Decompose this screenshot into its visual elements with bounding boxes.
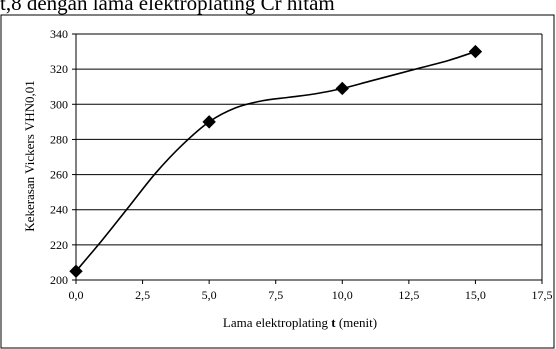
y-tick-label: 300 <box>50 97 68 111</box>
y-tick-label: 240 <box>50 203 68 217</box>
axes-layer <box>72 33 543 284</box>
data-point-marker <box>335 81 349 96</box>
x-axis-label: Lama elektroplating t (menit) <box>223 315 377 330</box>
y-tick-label: 340 <box>50 27 68 41</box>
data-point-marker <box>69 264 83 278</box>
grid-layer <box>76 33 542 246</box>
y-tick-label: 280 <box>50 132 68 146</box>
data-point-marker <box>468 44 483 59</box>
x-tick-label: 7,5 <box>268 288 283 302</box>
x-tick-label: 0,0 <box>69 288 84 302</box>
x-tick-label: 17,5 <box>532 288 553 302</box>
chart-frame <box>0 14 555 349</box>
y-tick-label: 320 <box>50 62 68 76</box>
x-tick-label: 5,0 <box>202 288 217 302</box>
y-tick-label: 220 <box>50 238 68 252</box>
data-point-marker <box>202 115 216 129</box>
series-line <box>75 50 476 272</box>
x-tick-label: 10,0 <box>332 288 353 302</box>
x-tick-label: 2,5 <box>135 288 150 302</box>
series-layer <box>69 44 483 278</box>
caption-text: t,8 dengan lama elektroplating Cr hitam <box>0 0 335 15</box>
y-tick-label: 260 <box>50 168 68 182</box>
x-axis-label-suffix: (menit) <box>336 315 378 330</box>
x-axis-label-bold: t <box>331 315 336 330</box>
y-tick-label: 200 <box>50 273 68 287</box>
y-axis-label: Kekerasan Vickers VHN0,01 <box>22 80 37 231</box>
x-tick-label: 12,5 <box>398 288 419 302</box>
y-tick-labels: 200 220 240 260 280 300 320 340 <box>50 27 68 287</box>
x-axis-label-prefix: Lama elektroplating <box>223 315 331 330</box>
x-tick-labels: 0,0 2,5 5,0 7,5 10,0 12,5 15,0 17,5 <box>69 288 553 302</box>
x-tick-label: 15,0 <box>465 288 486 302</box>
